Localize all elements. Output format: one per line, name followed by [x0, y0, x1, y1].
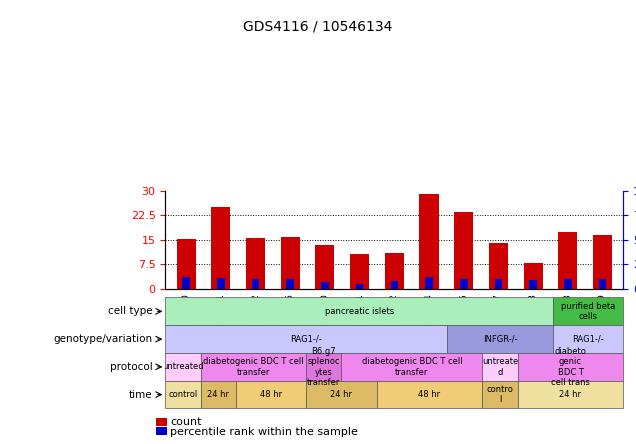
Bar — [377, 381, 482, 408]
Text: untreate
d: untreate d — [482, 357, 518, 377]
Bar — [425, 277, 433, 289]
Text: control: control — [169, 390, 198, 399]
Bar — [495, 279, 502, 289]
Text: 48 hr: 48 hr — [260, 390, 282, 399]
Text: 48 hr: 48 hr — [418, 390, 441, 399]
Bar — [385, 253, 404, 289]
Bar — [200, 353, 307, 381]
Bar — [593, 235, 612, 289]
Bar — [165, 381, 200, 408]
Text: purified beta
cells: purified beta cells — [561, 301, 615, 321]
Bar — [165, 297, 553, 325]
Text: 24 hr: 24 hr — [207, 390, 229, 399]
Bar — [553, 297, 623, 325]
Bar — [523, 262, 543, 289]
Text: time: time — [129, 389, 153, 400]
Text: diabetogenic BDC T cell
transfer: diabetogenic BDC T cell transfer — [362, 357, 462, 377]
Text: untreated: untreated — [162, 362, 204, 371]
Text: RAG1-/-: RAG1-/- — [572, 335, 604, 344]
Text: protocol: protocol — [110, 362, 153, 372]
Bar — [252, 279, 259, 289]
Bar — [489, 243, 508, 289]
Text: B6.g7
splenoc
ytes
transfer: B6.g7 splenoc ytes transfer — [307, 347, 340, 387]
Bar — [447, 325, 553, 353]
Bar — [598, 279, 606, 289]
Bar — [460, 279, 467, 289]
Bar — [482, 381, 518, 408]
Text: cell type: cell type — [108, 306, 153, 317]
Bar — [529, 281, 537, 289]
Text: 24 hr: 24 hr — [560, 390, 581, 399]
Bar — [558, 232, 577, 289]
Text: diabetogenic BDC T cell
transfer: diabetogenic BDC T cell transfer — [203, 357, 304, 377]
Bar — [315, 245, 335, 289]
Bar — [454, 212, 473, 289]
Text: pancreatic islets: pancreatic islets — [324, 307, 394, 316]
Text: genotype/variation: genotype/variation — [53, 334, 153, 344]
Bar — [321, 282, 329, 289]
Text: GDS4116 / 10546134: GDS4116 / 10546134 — [244, 20, 392, 34]
Text: 24 hr: 24 hr — [331, 390, 352, 399]
Text: INFGR-/-: INFGR-/- — [483, 335, 517, 344]
Text: percentile rank within the sample: percentile rank within the sample — [170, 427, 358, 436]
Bar — [307, 381, 377, 408]
Text: contro
l: contro l — [487, 385, 513, 404]
Bar — [518, 381, 623, 408]
Bar — [564, 279, 572, 289]
Bar — [183, 277, 190, 289]
Bar — [482, 353, 518, 381]
Bar — [211, 207, 230, 289]
Bar — [217, 278, 225, 289]
Bar — [391, 281, 398, 289]
Bar — [236, 381, 307, 408]
Bar — [280, 237, 300, 289]
Bar — [553, 325, 623, 353]
Bar — [200, 381, 236, 408]
Bar — [518, 353, 623, 381]
Bar — [286, 279, 294, 289]
Bar — [246, 238, 265, 289]
Bar — [420, 194, 439, 289]
Bar — [165, 325, 447, 353]
Bar — [350, 254, 369, 289]
Text: RAG1-/-: RAG1-/- — [291, 335, 322, 344]
Bar — [307, 353, 342, 381]
Bar — [356, 284, 363, 289]
Text: count: count — [170, 417, 202, 427]
Bar — [165, 353, 200, 381]
Bar — [177, 239, 196, 289]
Bar — [342, 353, 482, 381]
Text: diabeto
genic
BDC T
cell trans: diabeto genic BDC T cell trans — [551, 347, 590, 387]
